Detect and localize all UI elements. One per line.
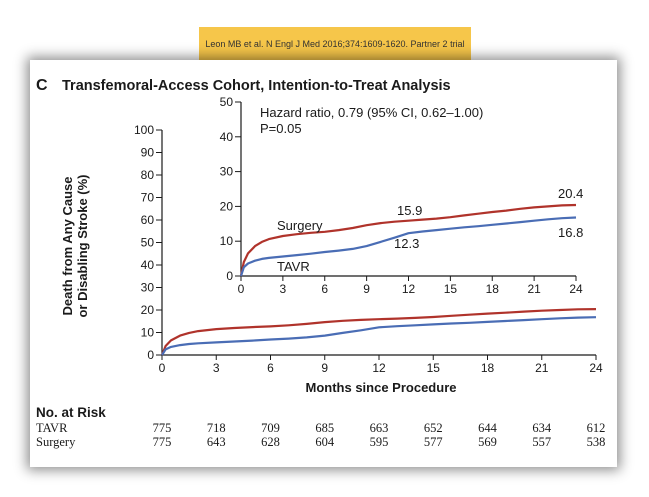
- y-axis-label-line2: or Disabling Stroke (%): [75, 174, 90, 317]
- risk-row-label-surgery: Surgery: [36, 435, 76, 449]
- citation-text: Leon MB et al. N Engl J Med 2016;374:160…: [205, 38, 465, 49]
- risk-value-tavr: 685: [315, 421, 334, 435]
- main-y-tick-label: 60: [141, 213, 155, 227]
- inset-y-tick-label: 20: [220, 199, 234, 213]
- main-x-tick-label: 12: [372, 361, 386, 375]
- inset-x-tick-label: 3: [280, 282, 287, 296]
- risk-value-surgery: 557: [532, 435, 551, 449]
- inset-series-tavr: [239, 216, 577, 277]
- risk-row-label-tavr: TAVR: [36, 421, 68, 435]
- main-y-tick-label: 80: [141, 168, 155, 182]
- main-x-tick-label: 6: [267, 361, 274, 375]
- inset-series-surgery: [239, 203, 577, 277]
- main-y-tick-label: 70: [141, 191, 155, 205]
- risk-value-surgery: 577: [424, 435, 443, 449]
- risk-value-surgery: 595: [370, 435, 389, 449]
- inset-y-ticks: 0 10 20 30 40 50: [220, 95, 241, 283]
- inset-x-tick-label: 6: [321, 282, 328, 296]
- inset-x-tick-label: 0: [238, 282, 245, 296]
- main-x-tick-label: 3: [213, 361, 220, 375]
- panel-title: Transfemoral-Access Cohort, Intention-to…: [62, 78, 451, 94]
- main-y-tick-label: 0: [147, 348, 154, 362]
- main-series-tavr: [161, 316, 597, 356]
- x-axis-label: Months since Procedure: [306, 380, 457, 395]
- inset-label-tavr-24mo: 16.8: [558, 225, 583, 240]
- panel-letter: C: [36, 77, 48, 94]
- main-x-ticks: 0 3 6 9 12 15 18 21 24: [159, 355, 603, 375]
- inset-label-surgery-24mo: 20.4: [558, 186, 583, 201]
- risk-value-tavr: 775: [153, 421, 172, 435]
- inset-label-tavr-12mo: 12.3: [394, 236, 419, 251]
- risk-value-surgery: 604: [315, 435, 335, 449]
- main-series: [160, 308, 597, 356]
- main-x-tick-label: 15: [427, 361, 441, 375]
- main-y-tick-label: 10: [141, 326, 155, 340]
- inset-x-ticks: 0 3 6 9 12 15 18 21 24: [238, 276, 583, 296]
- risk-value-tavr: 663: [370, 421, 389, 435]
- inset-x-tick-label: 18: [486, 282, 500, 296]
- risk-table-title: No. at Risk: [36, 405, 106, 420]
- main-x-tick-label: 0: [159, 361, 166, 375]
- inset-x-tick-label: 21: [527, 282, 541, 296]
- risk-value-surgery: 775: [153, 435, 172, 449]
- inset-label-surgery-12mo: 15.9: [397, 203, 422, 218]
- main-x-tick-label: 18: [481, 361, 495, 375]
- main-y-tick-label: 20: [141, 303, 155, 317]
- main-x-tick-label: 24: [589, 361, 603, 375]
- hazard-ratio-text: Hazard ratio, 0.79 (95% CI, 0.62–1.00): [260, 105, 483, 120]
- main-series-surgery: [160, 308, 597, 356]
- risk-value-tavr: 634: [532, 421, 552, 435]
- risk-value-surgery: 643: [207, 435, 226, 449]
- main-x-tick-label: 9: [321, 361, 328, 375]
- main-y-tick-label: 90: [141, 146, 155, 160]
- figure-panel: C Transfemoral-Access Cohort, Intention-…: [30, 60, 617, 467]
- inset-y-tick-label: 10: [220, 234, 234, 248]
- risk-value-surgery: 628: [261, 435, 280, 449]
- risk-value-tavr: 718: [207, 421, 226, 435]
- main-y-tick-label: 50: [141, 236, 155, 250]
- risk-value-tavr: 612: [587, 421, 606, 435]
- km-chart: C Transfemoral-Access Cohort, Intention-…: [36, 77, 606, 449]
- inset-x-tick-label: 15: [444, 282, 458, 296]
- risk-value-tavr: 652: [424, 421, 443, 435]
- p-value-text: P=0.05: [260, 121, 302, 136]
- risk-value-surgery: 569: [478, 435, 497, 449]
- main-x-tick-label: 21: [535, 361, 549, 375]
- main-y-tick-label: 100: [134, 123, 154, 137]
- inset-y-tick-label: 30: [220, 165, 234, 179]
- main-y-tick-label: 30: [141, 281, 155, 295]
- inset-y-tick-label: 40: [220, 130, 234, 144]
- y-axis-label-line1: Death from Any Cause: [60, 177, 75, 316]
- inset-series: [239, 203, 577, 277]
- inset-x-tick-label: 24: [569, 282, 583, 296]
- inset-background: [210, 96, 594, 306]
- inset-label-surgery: Surgery: [277, 218, 323, 233]
- inset-y-tick-label: 50: [220, 95, 234, 109]
- main-y-tick-label: 40: [141, 258, 155, 272]
- inset-x-tick-label: 9: [363, 282, 370, 296]
- inset-y-tick-label: 0: [226, 269, 233, 283]
- risk-value-surgery: 538: [587, 435, 606, 449]
- risk-value-tavr: 709: [261, 421, 280, 435]
- risk-value-tavr: 644: [478, 421, 498, 435]
- citation-banner: Leon MB et al. N Engl J Med 2016;374:160…: [199, 27, 471, 61]
- main-y-ticks: 0 10 20 30 40 50 60 70 80 90 100: [134, 123, 162, 362]
- inset-label-tavr: TAVR: [277, 259, 310, 274]
- inset-x-tick-label: 12: [402, 282, 416, 296]
- risk-table-values: 775 718 709 685 663 652 644 634 612 775 643 628 604 5…: [153, 421, 606, 449]
